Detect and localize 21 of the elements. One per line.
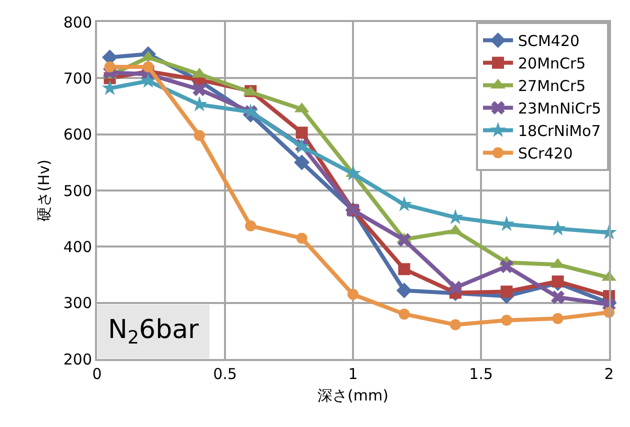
- annotation: N$_{2}$6bar: [108, 315, 200, 348]
- legend-label: 27MnCr5: [518, 77, 586, 96]
- y-tick-label: 400: [63, 238, 92, 256]
- x-tick-label: 0.5: [213, 365, 237, 383]
- legend-label: 18CrNiMo7: [518, 122, 601, 140]
- x-tick-label: 1.5: [469, 365, 493, 383]
- x-tick-label: 0: [92, 365, 102, 383]
- legend-label: SCr420: [518, 144, 573, 163]
- y-tick-label: 800: [63, 13, 92, 32]
- y-tick-label: 300: [63, 294, 92, 312]
- x-axis-title: 深さ(mm): [318, 386, 388, 404]
- y-tick-label: 700: [63, 69, 92, 88]
- legend-label: 20MnCr5: [518, 54, 586, 73]
- legend-label: SCM420: [518, 32, 580, 50]
- x-tick-label: 2: [604, 365, 614, 383]
- x-tick-label: 1: [348, 365, 358, 383]
- y-tick-label: 200: [63, 350, 92, 368]
- y-tick-label: 600: [63, 126, 92, 144]
- y-tick-label: 500: [63, 182, 92, 200]
- legend-label: 23MnNiCr5: [518, 100, 602, 118]
- y-axis-title: 硬さ(Hv): [35, 160, 54, 222]
